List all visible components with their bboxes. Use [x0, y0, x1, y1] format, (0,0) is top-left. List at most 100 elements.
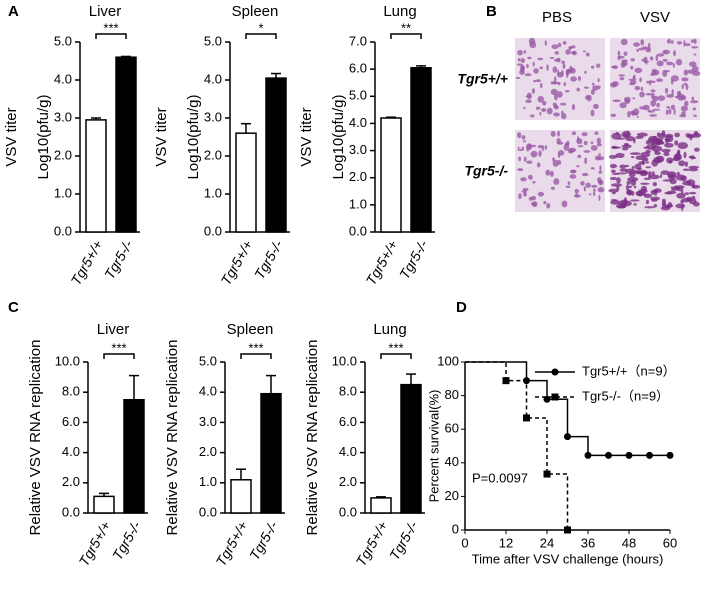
tissue-cell [652, 181, 657, 187]
tissue-cell [640, 182, 650, 185]
tissue-cell [539, 82, 543, 89]
tissue-cell [691, 195, 696, 199]
marker [584, 451, 592, 459]
tissue-cell [544, 40, 547, 46]
y-tick-label: 40 [445, 454, 459, 469]
tissue-cell [598, 194, 601, 202]
tissue-cell [628, 171, 636, 178]
tissue-cell [523, 106, 526, 110]
x-tick-label: 0 [461, 535, 468, 550]
tissue-cell [648, 171, 652, 176]
tissue-cell [521, 146, 525, 150]
tissue-cell [598, 179, 603, 184]
legend-label: Tgr5+/+（n=9） [582, 363, 676, 378]
tissue-cell [535, 79, 541, 83]
tissue-cell [674, 132, 681, 138]
y-tick-label: 10.0 [55, 353, 80, 368]
tissue-cell [535, 106, 541, 110]
tissue-cell [543, 200, 547, 205]
tissue-cell [675, 58, 683, 66]
tissue-cell [620, 38, 628, 46]
tissue-cell [538, 150, 542, 157]
bar [235, 132, 257, 233]
y-tick-label: 0.0 [62, 504, 80, 519]
y-tick-label: 8.0 [339, 384, 357, 399]
tissue-cell [617, 205, 627, 209]
tissue-cell [634, 67, 643, 74]
tissue-cell [660, 170, 670, 175]
tissue-cell [546, 107, 553, 115]
x-tick-label: 60 [663, 535, 677, 550]
tissue-cell [520, 177, 527, 182]
tissue-cell [630, 58, 635, 62]
tissue-cell [518, 156, 522, 162]
tissue-cell [570, 76, 577, 82]
tissue-cell [530, 201, 537, 207]
tissue-cell [557, 42, 562, 48]
tissue-cell [593, 188, 596, 192]
y-axis-label: Relative VSV RNA replication [27, 340, 44, 536]
tissue-cell [627, 176, 639, 182]
tissue-cell [639, 91, 645, 98]
tissue-cell [517, 57, 521, 62]
tissue-cell [546, 64, 549, 71]
tissue-cell [617, 55, 621, 61]
bar [370, 497, 392, 514]
tissue-cell [596, 137, 602, 145]
panel-label: C [8, 299, 19, 316]
tissue-cell [550, 88, 558, 96]
bar [260, 392, 282, 514]
tissue-cell [528, 143, 532, 148]
tissue-cell [684, 161, 688, 167]
tissue-cell [590, 167, 595, 170]
tissue-cell [691, 96, 695, 101]
tissue-cell [666, 94, 675, 98]
tissue-cell [537, 191, 545, 197]
tissue-cell [552, 66, 558, 73]
tissue-cell [582, 50, 586, 53]
tissue-cell [687, 135, 695, 139]
tissue-cell [550, 186, 556, 190]
y-tick-label: 6.0 [349, 61, 367, 76]
tissue-cell [551, 44, 559, 50]
tissue-cell [668, 108, 672, 115]
tissue-cell [653, 189, 658, 193]
x-tick-label: 36 [581, 535, 595, 550]
tissue-cell [598, 153, 601, 157]
tissue-cell [576, 87, 580, 92]
tissue-cell [667, 38, 671, 44]
tissue-cell [632, 97, 636, 100]
tissue-cell [650, 198, 658, 202]
tissue-cell [649, 80, 656, 83]
tissue-cell [681, 77, 689, 82]
tissue-cell [552, 159, 559, 167]
tissue-cell [597, 186, 605, 193]
tissue-cell [676, 171, 680, 176]
tissue-cell [530, 114, 535, 118]
tissue-cell [693, 53, 697, 56]
tissue-cell [634, 163, 642, 170]
y-tick-label: 2.0 [54, 147, 72, 162]
bar [265, 77, 287, 233]
tissue-cell [688, 167, 699, 172]
tissue-cell [612, 191, 616, 195]
y-tick-label: 80 [445, 387, 459, 402]
tissue-cell [522, 140, 526, 143]
y-tick-label: 3.0 [204, 109, 222, 124]
y-tick-label: 5.0 [204, 33, 222, 48]
tissue-cell [590, 145, 598, 151]
tissue-cell [643, 177, 650, 180]
y-tick-label: 10.0 [332, 353, 357, 368]
tissue-cell [656, 53, 665, 57]
significance-bracket [245, 33, 277, 39]
tissue-cell [533, 68, 539, 74]
y-tick-label: 3.0 [349, 142, 367, 157]
tissue-cell [571, 131, 577, 136]
tissue-cell [655, 54, 659, 62]
tissue-cell [523, 191, 527, 197]
tissue-cell [581, 172, 589, 177]
y-tick-label: 4.0 [62, 444, 80, 459]
tissue-cell [568, 46, 572, 51]
y-tick-label: 1.0 [204, 185, 222, 200]
tissue-cell [610, 113, 617, 117]
